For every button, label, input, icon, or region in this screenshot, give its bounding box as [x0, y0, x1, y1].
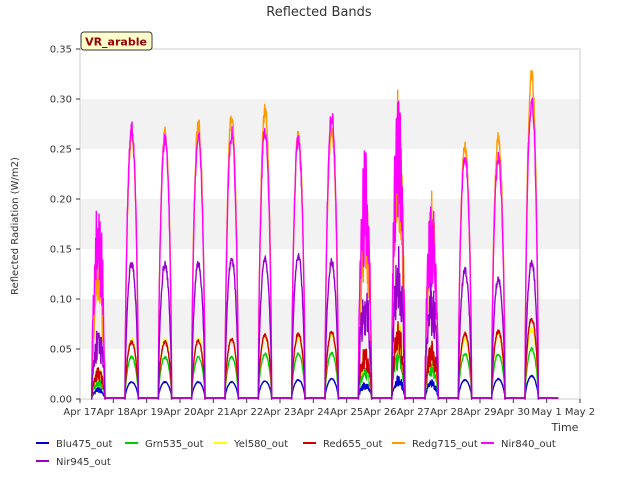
x-tick-label: Apr 25: [330, 407, 363, 418]
x-tick-label: Apr 29: [463, 407, 496, 418]
x-tick-label: Apr 23: [263, 407, 296, 418]
series-lines: [91, 69, 559, 400]
x-tick-label: Apr 21: [197, 407, 230, 418]
legend-label: Grn535_out: [145, 439, 204, 450]
legend-label: Redg715_out: [412, 439, 478, 450]
x-tick-label: Apr 26: [363, 407, 396, 418]
legend-label: Blu475_out: [56, 439, 113, 450]
x-tick-label: Apr 22: [230, 407, 263, 418]
series-line-nir945-out: [91, 246, 559, 400]
grid-band: [80, 149, 580, 199]
badge-label: VR_arable: [85, 36, 147, 49]
x-tick-label: Apr 20: [163, 407, 196, 418]
y-tick-label: 0.35: [50, 45, 72, 56]
x-tick-label: Apr 28: [430, 407, 463, 418]
y-axis: 0.00 0.05 0.10 0.15 0.20 0.25 0.30 0.35: [50, 45, 80, 406]
legend-label: Nir840_out: [501, 439, 556, 450]
legend-label: Yel580_out: [233, 439, 288, 450]
x-tick-label: Apr 19: [130, 407, 163, 418]
y-tick-label: 0.30: [50, 95, 72, 106]
y-tick-label: 0.20: [50, 195, 72, 206]
x-tick-label: Apr 17: [63, 407, 96, 418]
badge-box: [80, 31, 153, 51]
chart-title: Reflected Bands: [266, 5, 372, 20]
grid-band: [80, 49, 580, 99]
legend-label: Red655_out: [323, 439, 383, 450]
plot-frame: [79, 48, 581, 400]
y-tick-label: 0.05: [50, 345, 72, 356]
legend: Blu475_out Grn535_out Yel580_out Red655_out…: [36, 439, 556, 468]
y-tick-label: 0.00: [50, 395, 72, 406]
x-tick-label: Apr 24: [297, 407, 330, 418]
vr-arable-badge: VR_arable: [80, 31, 153, 51]
x-tick-label: Apr 18: [97, 407, 130, 418]
y-tick-label: 0.25: [50, 145, 72, 156]
y-axis-label: Reflected Radiation (W/m2): [10, 157, 21, 295]
x-tick-label: May 2: [565, 407, 595, 418]
x-axis: Apr 17 Apr 18 Apr 19 Apr 20 Apr 21 Apr 22 Apr …: [63, 399, 595, 418]
legend-label: Nir945_out: [56, 457, 111, 468]
x-tick-label: Apr 30: [497, 407, 530, 418]
x-axis-label: Time: [551, 421, 579, 434]
x-tick-label: Apr 27: [397, 407, 430, 418]
x-tick-label: May 1: [532, 407, 562, 418]
grid-band: [80, 199, 580, 249]
y-tick-label: 0.10: [50, 295, 72, 306]
y-tick-label: 0.15: [50, 245, 72, 256]
